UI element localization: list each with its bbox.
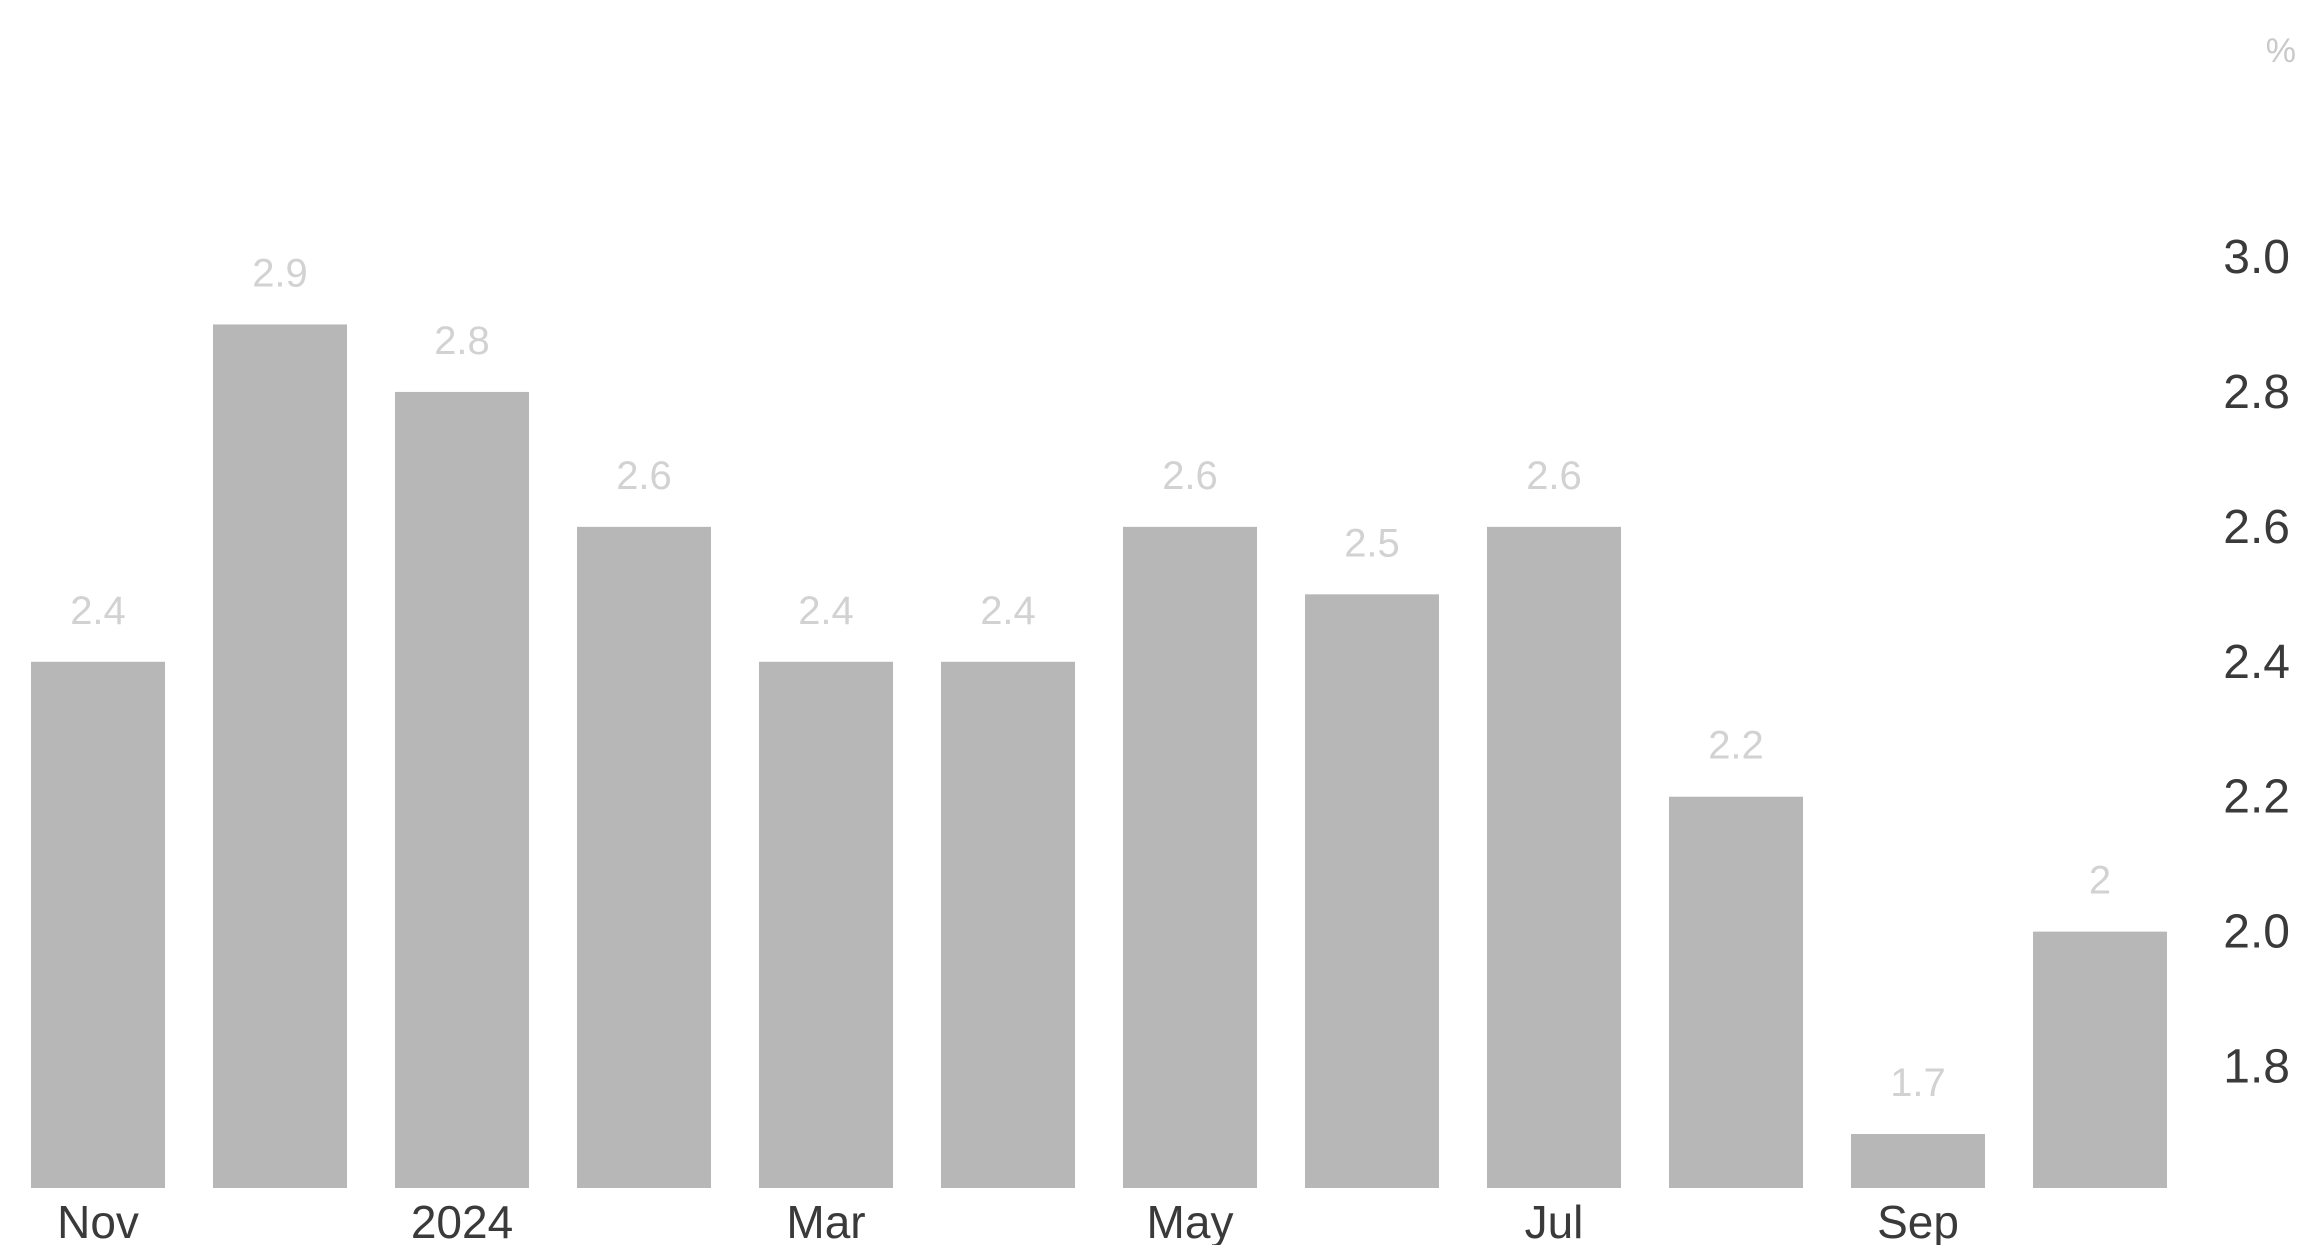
bar-may bbox=[1123, 526, 1257, 1188]
bar-oct bbox=[2033, 931, 2167, 1188]
y-tick-label: 2.6 bbox=[2223, 501, 2290, 554]
x-tick-label: Sep bbox=[1877, 1196, 1959, 1245]
bar-value-label: 2.6 bbox=[616, 454, 672, 498]
bar-dec bbox=[213, 324, 347, 1189]
bar-feb bbox=[577, 526, 711, 1188]
x-tick-label: 2024 bbox=[411, 1196, 513, 1245]
y-axis-unit: % bbox=[2266, 32, 2296, 70]
bar-value-label: 2.8 bbox=[434, 319, 490, 363]
y-tick-label: 2.2 bbox=[2223, 771, 2290, 824]
y-tick-label: 1.8 bbox=[2223, 1041, 2290, 1094]
bar-value-label: 2.2 bbox=[1708, 724, 1764, 768]
bar-value-label: 2.5 bbox=[1344, 521, 1400, 565]
bar-nov bbox=[31, 661, 165, 1188]
bar-value-label: 2.6 bbox=[1162, 454, 1218, 498]
bar-value-label: 2.9 bbox=[252, 251, 308, 295]
bar-aug bbox=[1669, 796, 1803, 1188]
bar-value-label: 2.6 bbox=[1526, 454, 1582, 498]
bar-2024 bbox=[395, 391, 529, 1188]
bar-value-label: 2.4 bbox=[798, 589, 854, 633]
x-tick-label: Jul bbox=[1525, 1196, 1584, 1245]
x-tick-label: Mar bbox=[786, 1196, 865, 1245]
bar-value-label: 2.4 bbox=[980, 589, 1036, 633]
y-tick-label: 2.8 bbox=[2223, 366, 2290, 419]
bar-jul bbox=[1487, 526, 1621, 1188]
x-tick-label: Nov bbox=[57, 1196, 139, 1245]
x-tick-label: May bbox=[1147, 1196, 1234, 1245]
bar-value-label: 2 bbox=[2089, 859, 2111, 903]
bar-sep bbox=[1851, 1134, 1985, 1188]
bar-value-label: 2.4 bbox=[70, 589, 126, 633]
y-tick-label: 3.0 bbox=[2223, 231, 2290, 284]
y-tick-label: 2.4 bbox=[2223, 636, 2290, 689]
bar-mar bbox=[759, 661, 893, 1188]
bar-apr bbox=[941, 661, 1075, 1188]
bar-value-label: 1.7 bbox=[1890, 1061, 1946, 1105]
bar-jun bbox=[1305, 594, 1439, 1188]
y-tick-label: 2.0 bbox=[2223, 906, 2290, 959]
